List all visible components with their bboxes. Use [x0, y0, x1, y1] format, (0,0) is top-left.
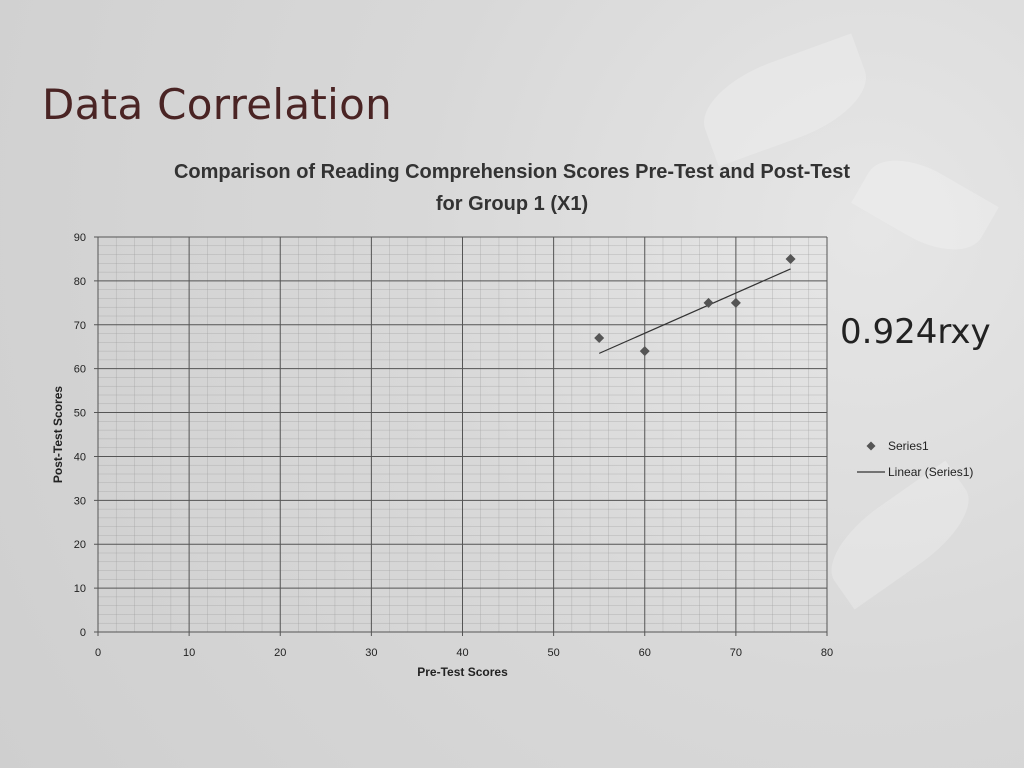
legend: Series1 Linear (Series1) — [857, 439, 973, 479]
y-tick-label: 50 — [74, 408, 86, 420]
y-axis-ticks: 0 10 20 30 40 50 60 70 80 90 — [74, 232, 86, 639]
x-tick-label: 0 — [95, 647, 101, 659]
x-tick-label: 80 — [821, 647, 833, 659]
x-tick-label: 30 — [365, 647, 377, 659]
y-tick-label: 80 — [74, 276, 86, 288]
chart-title-line-2: for Group 1 (X1) — [435, 193, 589, 215]
correlation-label: 0.924rxy — [840, 312, 991, 352]
y-tick-label: 30 — [74, 495, 86, 507]
y-tick-label: 10 — [74, 583, 86, 595]
data-point — [730, 297, 741, 308]
slide-title: Data Correlation — [42, 80, 393, 129]
y-axis-label: Post-Test Scores — [51, 386, 65, 483]
legend-series1-label: Series1 — [888, 439, 929, 453]
data-points — [594, 253, 796, 357]
y-tick-label: 70 — [74, 320, 86, 332]
chart-title: Comparison of Reading Comprehension Scor… — [80, 156, 944, 220]
y-tick-label: 0 — [80, 627, 86, 639]
data-point — [703, 297, 714, 308]
x-axis-ticks: 0 10 20 30 40 50 60 70 80 — [95, 647, 833, 659]
x-tick-label: 50 — [548, 647, 560, 659]
x-tick-label: 40 — [456, 647, 468, 659]
trendline-group — [598, 268, 791, 354]
chart-title-line-1: Comparison of Reading Comprehension Scor… — [173, 161, 851, 183]
x-tick-label: 20 — [274, 647, 286, 659]
trendline — [598, 268, 791, 354]
data-point — [785, 253, 796, 264]
x-tick-label: 60 — [639, 647, 651, 659]
x-tick-label: 70 — [730, 647, 742, 659]
x-axis-label: Pre-Test Scores — [417, 665, 508, 679]
data-point — [639, 346, 650, 357]
legend-series1-marker — [866, 441, 876, 451]
x-tick-label: 10 — [183, 647, 195, 659]
legend-trendline-label: Linear (Series1) — [888, 465, 973, 479]
y-tick-label: 60 — [74, 364, 86, 376]
major-grid — [94, 236, 828, 636]
y-tick-label: 20 — [74, 539, 86, 551]
y-tick-label: 90 — [74, 232, 86, 244]
y-tick-label: 40 — [74, 451, 86, 463]
data-point — [594, 332, 605, 343]
